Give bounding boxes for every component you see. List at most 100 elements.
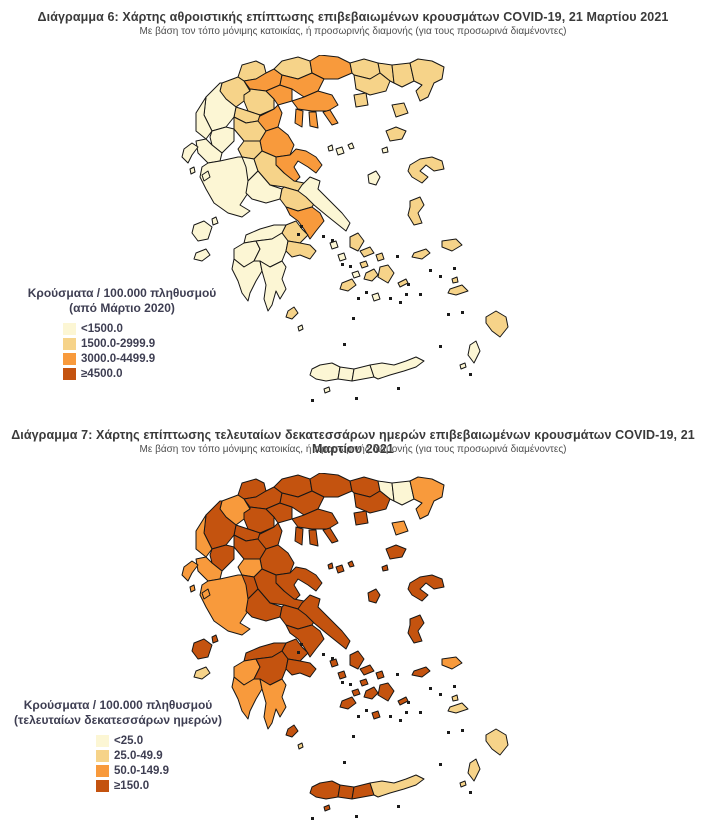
islet-dot xyxy=(331,657,334,660)
region-naxos xyxy=(377,264,395,284)
islet-dot xyxy=(341,263,344,266)
region-ikaria xyxy=(411,248,431,260)
legend-swatch-band3 xyxy=(63,352,76,365)
region-arta xyxy=(209,544,235,572)
region-agios_efstratios xyxy=(381,564,389,572)
region-evros xyxy=(409,58,445,102)
legend-swatch-band2 xyxy=(96,749,109,762)
region-ikaria xyxy=(411,666,431,678)
region-argolida xyxy=(285,240,317,260)
region-amorgos xyxy=(397,696,409,706)
region-amorgos xyxy=(397,278,409,288)
region-alonnisos xyxy=(347,142,355,150)
legend-cumulative: Κρούσματα / 100.000 πληθυσμού (από Μάρτι… xyxy=(22,286,222,381)
islet-dot xyxy=(357,715,360,718)
region-zakynthos xyxy=(193,248,211,262)
region-evvoia xyxy=(297,594,351,650)
islet-dot xyxy=(429,687,432,690)
islet-dot xyxy=(407,283,410,286)
region-mykonos xyxy=(375,670,385,680)
islet-dot xyxy=(396,255,399,258)
figure6-subtitle: Με βάση τον τόπο μόνιμης κατοικίας, ή πρ… xyxy=(139,26,567,37)
legend-item: 25.0-49.9 xyxy=(96,748,228,763)
region-sifnos xyxy=(351,270,361,279)
region-chania xyxy=(309,362,341,382)
islet-dot xyxy=(352,735,355,738)
legend-label: 1500.0-2999.9 xyxy=(81,337,156,350)
legend-label: 50.0-149.9 xyxy=(114,764,169,777)
region-agios_efstratios xyxy=(381,146,389,154)
region-rodos xyxy=(485,310,509,338)
region-tinos xyxy=(359,664,375,676)
islet-dot xyxy=(399,719,402,722)
region-argolida xyxy=(285,658,317,678)
islet-dot xyxy=(396,673,399,676)
islet-dot xyxy=(419,711,422,714)
islet-dot xyxy=(355,397,358,400)
islet-dot xyxy=(349,265,352,268)
region-xanthi xyxy=(377,480,395,502)
region-skopelos xyxy=(335,564,345,574)
islet-dot xyxy=(453,685,456,688)
region-samothraki xyxy=(391,102,409,118)
greece-choropleth-cumulative xyxy=(181,55,509,402)
region-milos xyxy=(339,278,357,292)
islet-dot xyxy=(343,761,346,764)
islet-dot xyxy=(365,291,368,294)
greece-choropleth-14day xyxy=(181,473,509,820)
islet-dot xyxy=(397,387,400,390)
legend-item: 50.0-149.9 xyxy=(96,763,228,778)
region-evros xyxy=(409,476,445,520)
legend-title-line1: Κρούσματα / 100.000 πληθυσμού xyxy=(27,286,217,300)
islet-dot xyxy=(399,301,402,304)
region-antikythera xyxy=(297,742,304,750)
islet-dot xyxy=(297,651,300,654)
region-samothraki xyxy=(391,520,409,536)
region-skyros xyxy=(367,170,381,186)
islet-dot xyxy=(341,681,344,684)
legend-item: ≥4500.0 xyxy=(63,366,222,381)
legend-label: <1500.0 xyxy=(81,322,123,335)
legend-label: <25.0 xyxy=(114,734,144,747)
region-alonnisos xyxy=(347,560,355,568)
region-attiki xyxy=(285,624,325,658)
region-lasithi xyxy=(369,356,425,380)
region-rethymno xyxy=(337,366,355,382)
islet-dot xyxy=(405,293,408,296)
islet-dot xyxy=(439,275,442,278)
figure7-title: Διάγραμμα 7: Χάρτης επίπτωσης τελευταίων… xyxy=(11,428,695,456)
islet-dot xyxy=(365,709,368,712)
region-aitoloakarnania xyxy=(199,574,253,636)
region-ithaki xyxy=(211,216,219,226)
region-chios xyxy=(407,614,425,644)
region-skiathos xyxy=(327,144,334,152)
islet-dot xyxy=(389,715,392,718)
islet-dot xyxy=(453,267,456,270)
region-thira xyxy=(371,710,381,720)
region-xanthi xyxy=(377,62,395,84)
region-limnos xyxy=(385,126,407,142)
region-lesvos xyxy=(407,574,445,602)
region-kefalonia xyxy=(191,220,213,242)
legend-item: 3000.0-4499.9 xyxy=(63,351,222,366)
legend-item: ≥150.0 xyxy=(96,778,228,793)
region-andros xyxy=(349,650,365,670)
region-kerkyra xyxy=(181,560,199,582)
region-sithonia xyxy=(308,111,319,129)
islet-dot xyxy=(447,313,450,316)
islet-dot xyxy=(357,297,360,300)
legend-swatch-band3 xyxy=(96,764,109,777)
region-andros xyxy=(349,232,365,252)
islet-dot xyxy=(331,239,334,242)
region-kalymnos xyxy=(451,276,459,284)
legend-label: ≥4500.0 xyxy=(81,367,123,380)
islet-dot xyxy=(343,343,346,346)
legend-swatch-band1 xyxy=(96,734,109,747)
region-kalymnos xyxy=(451,694,459,702)
legend-item: <1500.0 xyxy=(63,321,222,336)
region-evvoia xyxy=(297,176,351,232)
legend-swatch-band4 xyxy=(63,367,76,380)
region-kythira xyxy=(285,724,299,738)
region-rodopi xyxy=(391,62,415,88)
legend-label: 3000.0-4499.9 xyxy=(81,352,156,365)
